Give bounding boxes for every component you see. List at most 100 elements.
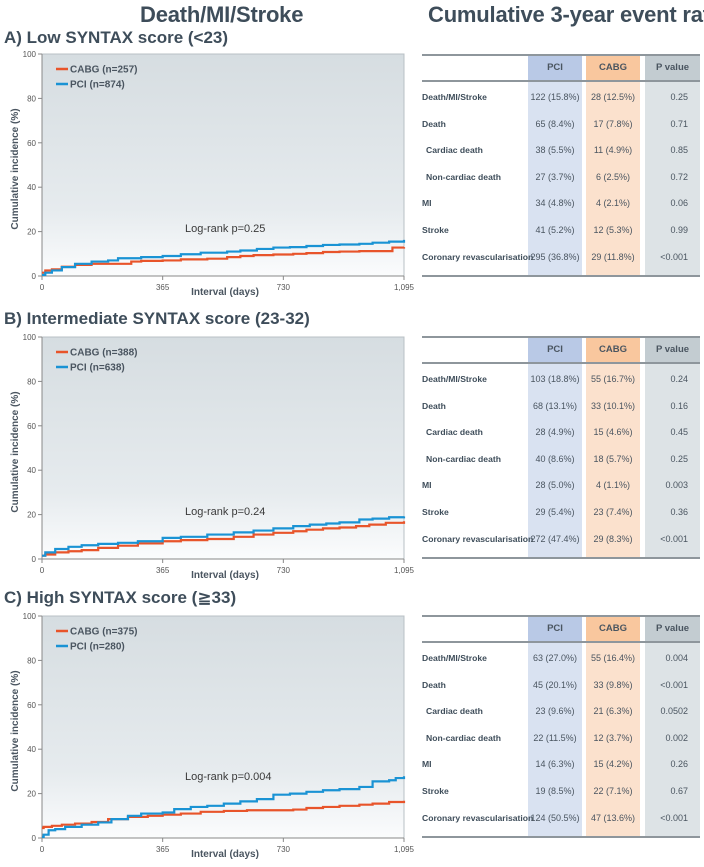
- cell-cabg: 11 (4.9%): [593, 145, 633, 156]
- km-curve-cabg: [42, 800, 406, 830]
- cell-pci: 14 (6.3%): [535, 759, 575, 770]
- legend-label-cabg: CABG (n=388): [70, 348, 138, 359]
- cell-p-value: 0.06: [670, 198, 688, 209]
- cell-pci: 295 (36.8%): [530, 251, 580, 262]
- cell-p-value: 0.003: [665, 480, 688, 491]
- logrank-annotation: Log-rank p=0.24: [185, 506, 265, 518]
- y-tick-label: 0: [32, 834, 37, 843]
- row-label: Stroke: [422, 225, 449, 235]
- km-curve-pci: [42, 776, 406, 838]
- cell-cabg: 18 (5.7%): [593, 453, 633, 464]
- column-header-cabg: CABG: [586, 55, 640, 80]
- cell-p-value: 0.99: [670, 225, 688, 235]
- row-label: Non-cardiac death: [426, 732, 501, 743]
- x-axis-label: Interval (days): [191, 570, 259, 581]
- row-label: Cardiac death: [426, 427, 483, 438]
- cell-p-value: 0.0502: [660, 706, 688, 717]
- left-column-title: Death/MI/Stroke: [140, 2, 304, 27]
- cell-cabg: 55 (16.7%): [590, 374, 636, 384]
- table-row: Death 65 (8.4%) 17 (7.8%) 0.71: [422, 111, 700, 137]
- cell-pci: 68 (13.1%): [532, 400, 578, 411]
- row-label: Coronary revascularisation: [422, 251, 534, 262]
- column-background-cabg: [586, 55, 640, 276]
- y-tick-label: 20: [27, 228, 36, 237]
- km-curve-pci: [42, 239, 406, 276]
- table-row: Coronary revascularisation 272 (47.4%) 29 …: [422, 526, 700, 552]
- cell-p-value: <0.001: [660, 533, 688, 544]
- cell-p-value: 0.25: [670, 92, 688, 102]
- table-row: Non-cardiac death 27 (3.7%) 6 (2.5%) 0.72: [422, 164, 700, 190]
- cell-cabg: 55 (16.4%): [590, 653, 636, 663]
- km-curve-pci: [42, 516, 406, 557]
- row-label: Death: [422, 118, 446, 129]
- y-tick-label: 60: [27, 139, 36, 148]
- row-label: Coronary revascularisation: [422, 812, 534, 823]
- row-label: Coronary revascularisation: [422, 533, 534, 544]
- y-tick-label: 60: [27, 701, 36, 710]
- row-label: MI: [422, 198, 432, 209]
- column-header-cabg: CABG: [586, 616, 640, 641]
- legend-label-pci: PCI (n=638): [70, 363, 125, 374]
- table-row: Death/MI/Stroke 122 (15.8%) 28 (12.5%) 0.25: [422, 84, 700, 110]
- cell-cabg: 33 (10.1%): [590, 400, 636, 411]
- y-axis-label: Cumulative incidence (%): [10, 108, 21, 229]
- column-background-p: [645, 337, 700, 558]
- cell-pci: 23 (9.6%): [535, 706, 575, 717]
- cell-pci: 19 (8.5%): [535, 786, 575, 796]
- cell-pci: 103 (18.8%): [530, 374, 580, 384]
- table-top-rule: [422, 54, 700, 56]
- event-rate-table-panel-c: PCI CABG P value Death/MI/Stroke 63 (27.0%) 5…: [422, 615, 700, 838]
- cell-p-value: 0.67: [670, 786, 688, 796]
- column-background-p: [645, 616, 700, 837]
- cell-pci: 45 (20.1%): [532, 679, 578, 690]
- cell-cabg: 4 (2.1%): [595, 198, 630, 209]
- cell-pci: 41 (5.2%): [535, 225, 575, 235]
- table-header-rule: [422, 641, 700, 643]
- cell-pci: 22 (11.5%): [533, 732, 577, 743]
- right-column-title: Cumulative 3-year event rates: [428, 2, 704, 27]
- km-chart-panel-a: 0 20 40 60 80 100 0 365 730 1,095 Interval (days) C…: [10, 50, 415, 298]
- cell-p-value: <0.001: [660, 679, 688, 690]
- plot-area: [41, 53, 405, 277]
- cell-cabg: 29 (8.3%): [593, 533, 633, 544]
- cell-cabg: 23 (7.4%): [593, 507, 633, 517]
- y-tick-label: 100: [23, 333, 37, 342]
- column-header-pci: PCI: [528, 55, 582, 80]
- table-row: Stroke 41 (5.2%) 12 (5.3%) 0.99: [422, 217, 700, 243]
- table-row: Stroke 29 (5.4%) 23 (7.4%) 0.36: [422, 499, 700, 525]
- table-row: Non-cardiac death 40 (8.6%) 18 (5.7%) 0.25: [422, 446, 700, 472]
- cell-cabg: 6 (2.5%): [595, 171, 630, 182]
- km-curve-cabg: [42, 521, 406, 557]
- x-tick-label: 365: [156, 845, 170, 854]
- cell-pci: 65 (8.4%): [535, 118, 575, 129]
- cell-pci: 122 (15.8%): [530, 92, 580, 102]
- cell-cabg: 22 (7.1%): [593, 786, 633, 796]
- table-row: Coronary revascularisation 124 (50.5%) 47 …: [422, 805, 700, 831]
- column-header-p: P value: [645, 616, 700, 641]
- cell-pci: 28 (5.0%): [535, 480, 575, 491]
- table-row: Coronary revascularisation 295 (36.8%) 29 …: [422, 244, 700, 270]
- legend-label-pci: PCI (n=280): [70, 642, 125, 653]
- table-row: Cardiac death 23 (9.6%) 21 (6.3%) 0.0502: [422, 698, 700, 724]
- row-label: Non-cardiac death: [426, 453, 501, 464]
- cell-cabg: 21 (6.3%): [593, 706, 633, 717]
- event-rate-table-panel-b: PCI CABG P value Death/MI/Stroke 103 (18.8%)…: [422, 336, 700, 559]
- y-tick-label: 80: [27, 656, 36, 665]
- cell-pci: 28 (4.9%): [535, 427, 575, 438]
- table-row: Death 45 (20.1%) 33 (9.8%) <0.001: [422, 672, 700, 698]
- cell-p-value: <0.001: [660, 251, 688, 262]
- cell-cabg: 15 (4.2%): [593, 759, 633, 770]
- cell-p-value: 0.002: [665, 732, 688, 743]
- y-tick-label: 60: [27, 422, 36, 431]
- x-tick-label: 365: [156, 566, 170, 575]
- x-tick-label: 730: [277, 566, 291, 575]
- y-tick-label: 40: [27, 745, 36, 754]
- cell-cabg: 33 (9.8%): [593, 679, 633, 690]
- column-background-pci: [528, 55, 582, 276]
- cell-cabg: 12 (5.3%): [593, 225, 633, 235]
- x-tick-label: 1,095: [394, 283, 415, 292]
- logrank-annotation: Log-rank p=0.25: [185, 223, 265, 235]
- row-label: MI: [422, 759, 432, 770]
- y-tick-label: 0: [32, 272, 37, 281]
- row-label: Death/MI/Stroke: [422, 374, 487, 384]
